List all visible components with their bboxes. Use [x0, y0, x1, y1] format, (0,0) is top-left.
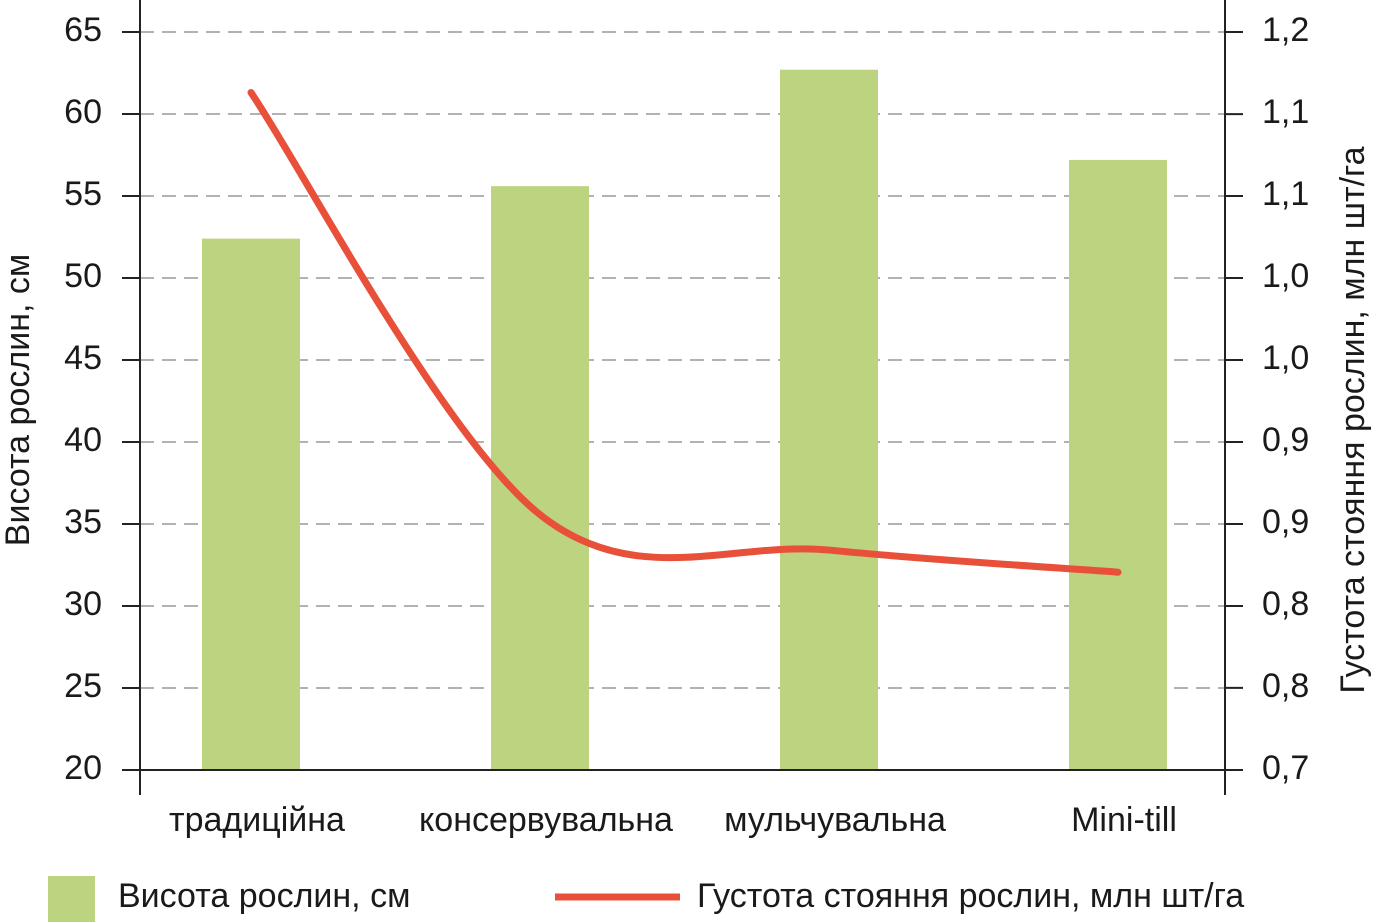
y2-tick-label: 1,0: [1262, 257, 1309, 295]
legend-swatch: [48, 876, 95, 922]
y2-tick-label: 0,8: [1262, 585, 1309, 623]
bar: [491, 186, 589, 770]
y-tick-label: 30: [64, 585, 102, 623]
y2-tick-label: 1,2: [1262, 11, 1309, 49]
y2-tick-label: 0,9: [1262, 421, 1309, 459]
x-tick-label: Mini-till: [1071, 801, 1177, 839]
y-tick-label: 45: [64, 339, 102, 377]
line: [247, 89, 1122, 576]
y2-tick-label: 1,1: [1262, 93, 1309, 131]
y-tick-label: 40: [64, 421, 102, 459]
y2-tick-label: 0,7: [1262, 749, 1309, 787]
y2-tick-label: 1,1: [1262, 175, 1309, 213]
legend-label: Висота рослин, см: [118, 877, 410, 915]
y-tick-label: 50: [64, 257, 102, 295]
y-tick-label: 35: [64, 503, 102, 541]
y2-tick-label: 0,9: [1262, 503, 1309, 541]
legend-label: Густота стояння рослин, млн шт/га: [697, 877, 1244, 915]
y-tick-label: 25: [64, 667, 102, 705]
y2-tick-label: 1,0: [1262, 339, 1309, 377]
y-tick-label: 65: [64, 11, 102, 49]
x-tick-label: консервувальна: [419, 801, 673, 839]
y2-axis-title: Густота стояння рослин, млн шт/га: [1334, 146, 1372, 693]
y-axis-title: Висота рослин, см: [0, 254, 37, 546]
y-tick-label: 20: [64, 749, 102, 787]
bar: [202, 238, 300, 770]
x-tick-label: традиційна: [169, 801, 345, 839]
y-tick-label: 60: [64, 93, 102, 131]
y-tick-label: 55: [64, 175, 102, 213]
y2-tick-label: 0,8: [1262, 667, 1309, 705]
bar: [1069, 159, 1167, 771]
x-tick-label: мульчувальна: [724, 801, 946, 839]
bar: [780, 69, 878, 771]
